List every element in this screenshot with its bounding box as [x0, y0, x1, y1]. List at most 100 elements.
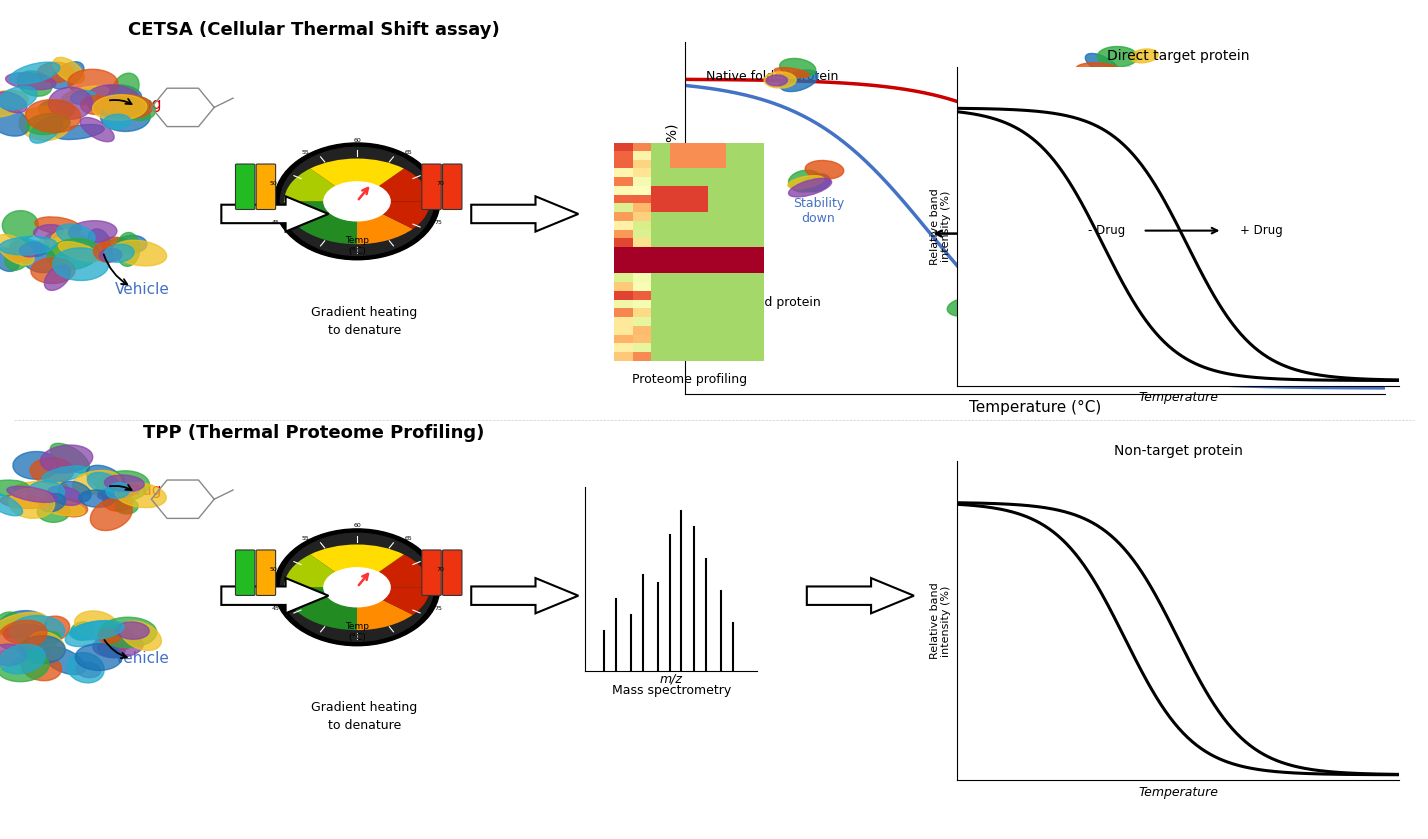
Ellipse shape: [19, 107, 70, 140]
Ellipse shape: [67, 653, 104, 683]
Ellipse shape: [59, 242, 100, 262]
Ellipse shape: [70, 621, 124, 640]
Ellipse shape: [73, 471, 121, 494]
X-axis label: m/z: m/z: [660, 673, 683, 685]
Circle shape: [324, 568, 390, 607]
Ellipse shape: [30, 458, 74, 483]
Ellipse shape: [31, 258, 76, 284]
Text: 65: 65: [406, 535, 413, 540]
Ellipse shape: [37, 62, 73, 82]
Text: Drug: Drug: [124, 483, 161, 498]
FancyBboxPatch shape: [256, 550, 276, 596]
Text: Temp
(°C): Temp (°C): [346, 237, 368, 256]
Ellipse shape: [0, 248, 20, 271]
Text: Stability
up: Stability up: [1234, 197, 1285, 225]
Text: Vehicle: Vehicle: [116, 282, 170, 297]
Ellipse shape: [89, 229, 110, 253]
Ellipse shape: [104, 475, 144, 492]
Ellipse shape: [117, 235, 147, 253]
Ellipse shape: [69, 221, 117, 242]
Ellipse shape: [1188, 164, 1231, 185]
Ellipse shape: [47, 486, 83, 505]
Ellipse shape: [10, 62, 60, 84]
Ellipse shape: [1289, 331, 1327, 353]
Ellipse shape: [801, 174, 830, 192]
Ellipse shape: [36, 616, 70, 642]
Ellipse shape: [97, 485, 140, 500]
Wedge shape: [357, 169, 430, 201]
Ellipse shape: [1212, 172, 1248, 186]
Ellipse shape: [1264, 317, 1294, 334]
Ellipse shape: [788, 179, 831, 197]
Ellipse shape: [101, 237, 127, 251]
Ellipse shape: [39, 100, 74, 119]
Ellipse shape: [0, 237, 57, 255]
Ellipse shape: [774, 68, 810, 77]
Wedge shape: [284, 169, 357, 201]
Ellipse shape: [79, 490, 114, 508]
Ellipse shape: [0, 650, 19, 673]
Ellipse shape: [99, 628, 121, 644]
Ellipse shape: [0, 620, 47, 651]
Text: 55: 55: [301, 535, 308, 540]
Ellipse shape: [99, 248, 121, 262]
Ellipse shape: [70, 91, 96, 105]
Ellipse shape: [87, 466, 126, 492]
Ellipse shape: [9, 488, 54, 519]
Ellipse shape: [17, 632, 60, 654]
Ellipse shape: [59, 482, 91, 503]
Ellipse shape: [780, 59, 815, 77]
Ellipse shape: [87, 472, 120, 493]
Ellipse shape: [113, 240, 167, 266]
Ellipse shape: [93, 95, 147, 120]
Ellipse shape: [1085, 54, 1120, 76]
Text: 45: 45: [271, 606, 280, 611]
Ellipse shape: [86, 85, 141, 117]
Ellipse shape: [39, 499, 84, 516]
Ellipse shape: [0, 612, 26, 637]
Ellipse shape: [97, 641, 124, 658]
Ellipse shape: [1097, 46, 1138, 67]
Text: Native folded protein: Native folded protein: [707, 70, 838, 83]
Ellipse shape: [54, 499, 87, 517]
Text: CETSA (Cellular Thermal Shift assay): CETSA (Cellular Thermal Shift assay): [129, 21, 500, 39]
Ellipse shape: [49, 87, 93, 119]
Ellipse shape: [74, 611, 119, 638]
Ellipse shape: [0, 492, 23, 516]
Ellipse shape: [780, 70, 818, 91]
Text: Drug: Drug: [124, 97, 161, 112]
Ellipse shape: [1238, 164, 1258, 178]
Text: 75: 75: [434, 220, 443, 225]
Ellipse shape: [0, 611, 47, 638]
Ellipse shape: [36, 232, 89, 255]
Text: Stability
down: Stability down: [793, 197, 844, 225]
Text: 65: 65: [406, 149, 413, 154]
Ellipse shape: [44, 265, 70, 290]
Text: 50: 50: [270, 567, 277, 572]
Ellipse shape: [53, 248, 109, 280]
FancyBboxPatch shape: [421, 550, 441, 596]
Text: 45: 45: [271, 220, 280, 225]
Ellipse shape: [80, 96, 111, 114]
Ellipse shape: [1314, 336, 1337, 350]
Text: 60: 60: [353, 524, 361, 529]
Text: Denatured protein: Denatured protein: [707, 295, 821, 309]
Wedge shape: [357, 201, 430, 229]
Ellipse shape: [120, 621, 161, 650]
Wedge shape: [357, 587, 430, 615]
Ellipse shape: [274, 529, 440, 646]
Ellipse shape: [0, 91, 29, 117]
Ellipse shape: [114, 498, 139, 514]
FancyArrow shape: [471, 196, 578, 232]
X-axis label: Temperature (°C): Temperature (°C): [970, 400, 1101, 415]
Ellipse shape: [107, 238, 130, 255]
Ellipse shape: [0, 106, 29, 136]
Ellipse shape: [76, 662, 101, 678]
Ellipse shape: [89, 85, 141, 112]
Ellipse shape: [20, 242, 43, 257]
Ellipse shape: [280, 148, 434, 255]
Wedge shape: [357, 201, 413, 244]
Ellipse shape: [106, 482, 130, 498]
Wedge shape: [284, 587, 357, 630]
Ellipse shape: [805, 160, 844, 179]
